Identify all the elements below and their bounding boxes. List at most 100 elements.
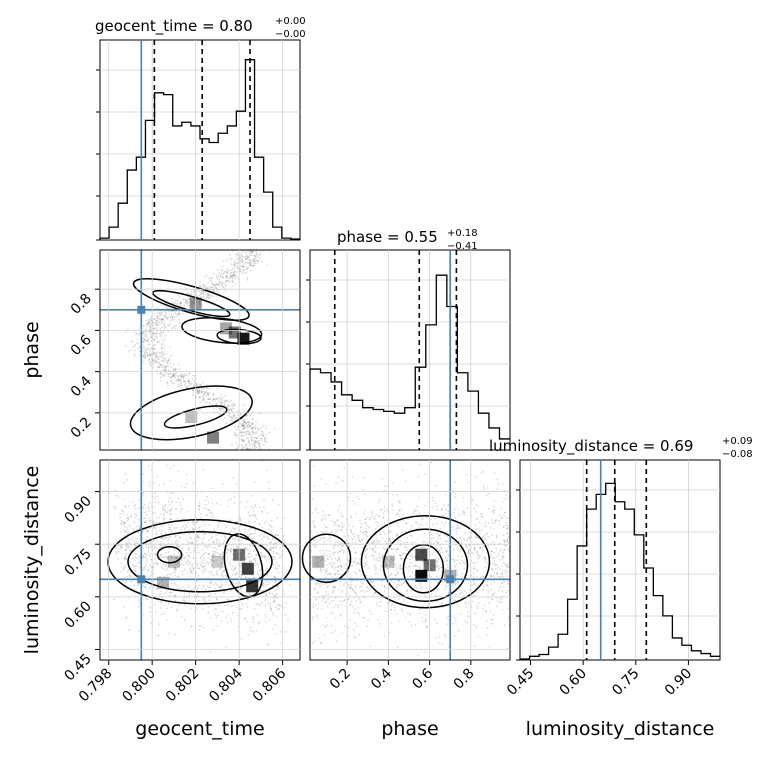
scatter-phase-vs-luminosity-distance-sample bbox=[323, 541, 325, 543]
scatter-geocent-time-vs-phase-sample bbox=[241, 255, 244, 258]
scatter-geocent-time-vs-luminosity-distance-sample bbox=[266, 583, 269, 586]
scatter-phase-vs-luminosity-distance-sample bbox=[445, 548, 447, 550]
scatter-geocent-time-vs-phase-sample bbox=[160, 373, 162, 375]
scatter-geocent-time-vs-phase-sample bbox=[162, 373, 164, 375]
scatter-phase-vs-luminosity-distance-sample bbox=[439, 527, 442, 530]
scatter-geocent-time-vs-luminosity-distance-sample bbox=[202, 553, 204, 556]
scatter-phase-vs-luminosity-distance-sample bbox=[312, 544, 315, 547]
scatter-phase-vs-luminosity-distance-sample bbox=[383, 586, 386, 589]
scatter-geocent-time-vs-luminosity-distance-sample bbox=[147, 546, 150, 549]
scatter-geocent-time-vs-phase-sample bbox=[246, 279, 249, 281]
scatter-phase-vs-luminosity-distance-sample bbox=[396, 547, 398, 550]
scatter-geocent-time-vs-phase-sample bbox=[239, 414, 242, 416]
scatter-geocent-time-vs-phase-sample bbox=[255, 421, 257, 423]
scatter-geocent-time-vs-phase-sample bbox=[222, 273, 224, 276]
scatter-phase-vs-luminosity-distance-sample bbox=[375, 602, 378, 604]
scatter-geocent-time-vs-phase-sample bbox=[257, 439, 260, 442]
scatter-geocent-time-vs-phase-sample bbox=[157, 341, 159, 343]
scatter-geocent-time-vs-phase-sample bbox=[169, 362, 172, 365]
scatter-phase-vs-luminosity-distance-sample bbox=[481, 549, 484, 552]
scatter-geocent-time-vs-luminosity-distance-sample bbox=[162, 514, 165, 517]
scatter-geocent-time-vs-luminosity-distance-sample bbox=[205, 508, 207, 510]
scatter-geocent-time-vs-luminosity-distance-sample bbox=[207, 562, 210, 565]
scatter-geocent-time-vs-phase-sample bbox=[173, 374, 176, 376]
scatter-geocent-time-vs-luminosity-distance-sample bbox=[207, 557, 210, 559]
scatter-phase-vs-luminosity-distance-sample bbox=[425, 523, 428, 525]
scatter-geocent-time-vs-luminosity-distance-sample bbox=[247, 552, 250, 555]
scatter-phase-vs-luminosity-distance-sample bbox=[410, 527, 412, 530]
scatter-phase-vs-luminosity-distance-sample bbox=[441, 514, 444, 516]
scatter-geocent-time-vs-luminosity-distance-sample bbox=[127, 545, 129, 547]
scatter-geocent-time-vs-phase-sample bbox=[244, 256, 247, 258]
panel-phase-lumdist-grid bbox=[310, 460, 510, 660]
scatter-geocent-time-vs-luminosity-distance-sample bbox=[166, 557, 169, 560]
scatter-phase-vs-luminosity-distance-sample bbox=[359, 563, 362, 566]
scatter-geocent-time-vs-phase-sample bbox=[247, 430, 250, 433]
scatter-geocent-time-vs-phase-sample bbox=[225, 275, 227, 278]
scatter-geocent-time-vs-phase-sample bbox=[251, 423, 253, 425]
scatter-phase-vs-luminosity-distance-sample bbox=[332, 523, 335, 526]
scatter-phase-vs-luminosity-distance-sample bbox=[341, 545, 343, 547]
scatter-geocent-time-vs-phase-sample bbox=[207, 394, 210, 396]
scatter-phase-vs-luminosity-distance-sample bbox=[450, 591, 453, 593]
scatter-phase-vs-luminosity-distance-sample bbox=[493, 591, 496, 593]
hist-phase-bar bbox=[310, 369, 321, 450]
scatter-phase-vs-luminosity-distance-sample bbox=[350, 600, 353, 603]
scatter-phase-vs-luminosity-distance-sample bbox=[366, 548, 369, 551]
scatter-phase-vs-luminosity-distance-sample bbox=[500, 548, 502, 550]
scatter-geocent-time-vs-luminosity-distance-sample bbox=[197, 520, 200, 522]
scatter-geocent-time-vs-luminosity-distance-sample bbox=[219, 586, 221, 588]
scatter-geocent-time-vs-phase-sample bbox=[243, 427, 246, 430]
scatter-phase-vs-luminosity-distance-sample bbox=[457, 545, 459, 548]
scatter-geocent-time-vs-phase-sample bbox=[246, 421, 249, 423]
scatter-geocent-time-vs-luminosity-distance-sample bbox=[218, 522, 220, 524]
scatter-phase-vs-luminosity-distance-sample bbox=[499, 542, 501, 545]
scatter-phase-vs-luminosity-distance-sample bbox=[388, 538, 391, 541]
scatter-geocent-time-vs-phase-sample bbox=[246, 430, 248, 433]
scatter-geocent-time-vs-luminosity-distance-sample bbox=[225, 575, 228, 578]
scatter-geocent-time-vs-phase-sample bbox=[254, 427, 257, 430]
scatter-geocent-time-vs-luminosity-distance-sample bbox=[123, 498, 126, 501]
scatter-geocent-time-vs-luminosity-distance-sample bbox=[160, 613, 162, 616]
scatter-phase-vs-luminosity-distance-sample bbox=[415, 521, 418, 524]
scatter-phase-vs-luminosity-distance-sample bbox=[335, 566, 337, 569]
scatter-geocent-time-vs-luminosity-distance-sample bbox=[242, 604, 245, 606]
scatter-geocent-time-vs-luminosity-distance-sample bbox=[173, 553, 175, 556]
scatter-phase-vs-luminosity-distance-sample bbox=[403, 552, 405, 555]
scatter-phase-vs-luminosity-distance-sample bbox=[340, 512, 342, 514]
scatter-phase-vs-luminosity-distance-sample bbox=[492, 569, 494, 572]
scatter-phase-vs-luminosity-distance-sample bbox=[475, 517, 478, 520]
scatter-geocent-time-vs-luminosity-distance-sample bbox=[193, 557, 195, 559]
scatter-geocent-time-vs-phase-sample bbox=[262, 434, 264, 437]
scatter-phase-vs-luminosity-distance-sample bbox=[352, 525, 354, 528]
scatter-geocent-time-vs-luminosity-distance-sample bbox=[123, 521, 126, 524]
scatter-phase-vs-luminosity-distance-sample bbox=[446, 623, 449, 626]
scatter-phase-vs-luminosity-distance-sample bbox=[452, 525, 455, 528]
scatter-phase-vs-luminosity-distance-sample bbox=[396, 512, 399, 515]
scatter-geocent-time-vs-luminosity-distance-sample bbox=[213, 541, 215, 544]
scatter-geocent-time-vs-luminosity-distance-sample bbox=[162, 563, 164, 566]
scatter-phase-vs-luminosity-distance-sample bbox=[365, 533, 367, 536]
scatter-geocent-time-vs-phase-sample bbox=[245, 445, 248, 448]
scatter-geocent-time-vs-phase-sample bbox=[148, 321, 151, 323]
scatter-geocent-time-vs-luminosity-distance-sample bbox=[122, 523, 125, 525]
scatter-geocent-time-vs-phase-sample bbox=[237, 267, 239, 270]
scatter-phase-vs-luminosity-distance-sample bbox=[473, 562, 475, 564]
scatter-geocent-time-vs-luminosity-distance-sample bbox=[191, 541, 194, 544]
scatter-geocent-time-vs-phase-sample bbox=[231, 277, 233, 280]
scatter-phase-vs-luminosity-distance-sample bbox=[502, 556, 504, 559]
scatter-geocent-time-vs-luminosity-distance-sample bbox=[251, 532, 253, 535]
scatter-phase-vs-luminosity-distance-sample bbox=[454, 496, 456, 498]
scatter-geocent-time-vs-luminosity-distance-sample bbox=[185, 483, 188, 485]
scatter-geocent-time-vs-luminosity-distance-sample bbox=[135, 553, 138, 555]
scatter-geocent-time-vs-luminosity-distance-sample bbox=[215, 573, 218, 576]
scatter-phase-vs-luminosity-distance-sample bbox=[495, 573, 498, 576]
hist-phase-bar bbox=[394, 413, 405, 450]
scatter-geocent-time-vs-phase-sample bbox=[250, 434, 253, 436]
scatter-geocent-time-vs-luminosity-distance-sample bbox=[265, 580, 268, 583]
scatter-geocent-time-vs-phase-sample bbox=[243, 439, 245, 442]
scatter-phase-vs-luminosity-distance-sample bbox=[327, 593, 329, 596]
scatter-geocent-time-vs-phase-sample bbox=[203, 290, 205, 293]
scatter-geocent-time-vs-phase-sample bbox=[261, 430, 264, 433]
scatter-geocent-time-vs-luminosity-distance-sample bbox=[170, 518, 173, 520]
